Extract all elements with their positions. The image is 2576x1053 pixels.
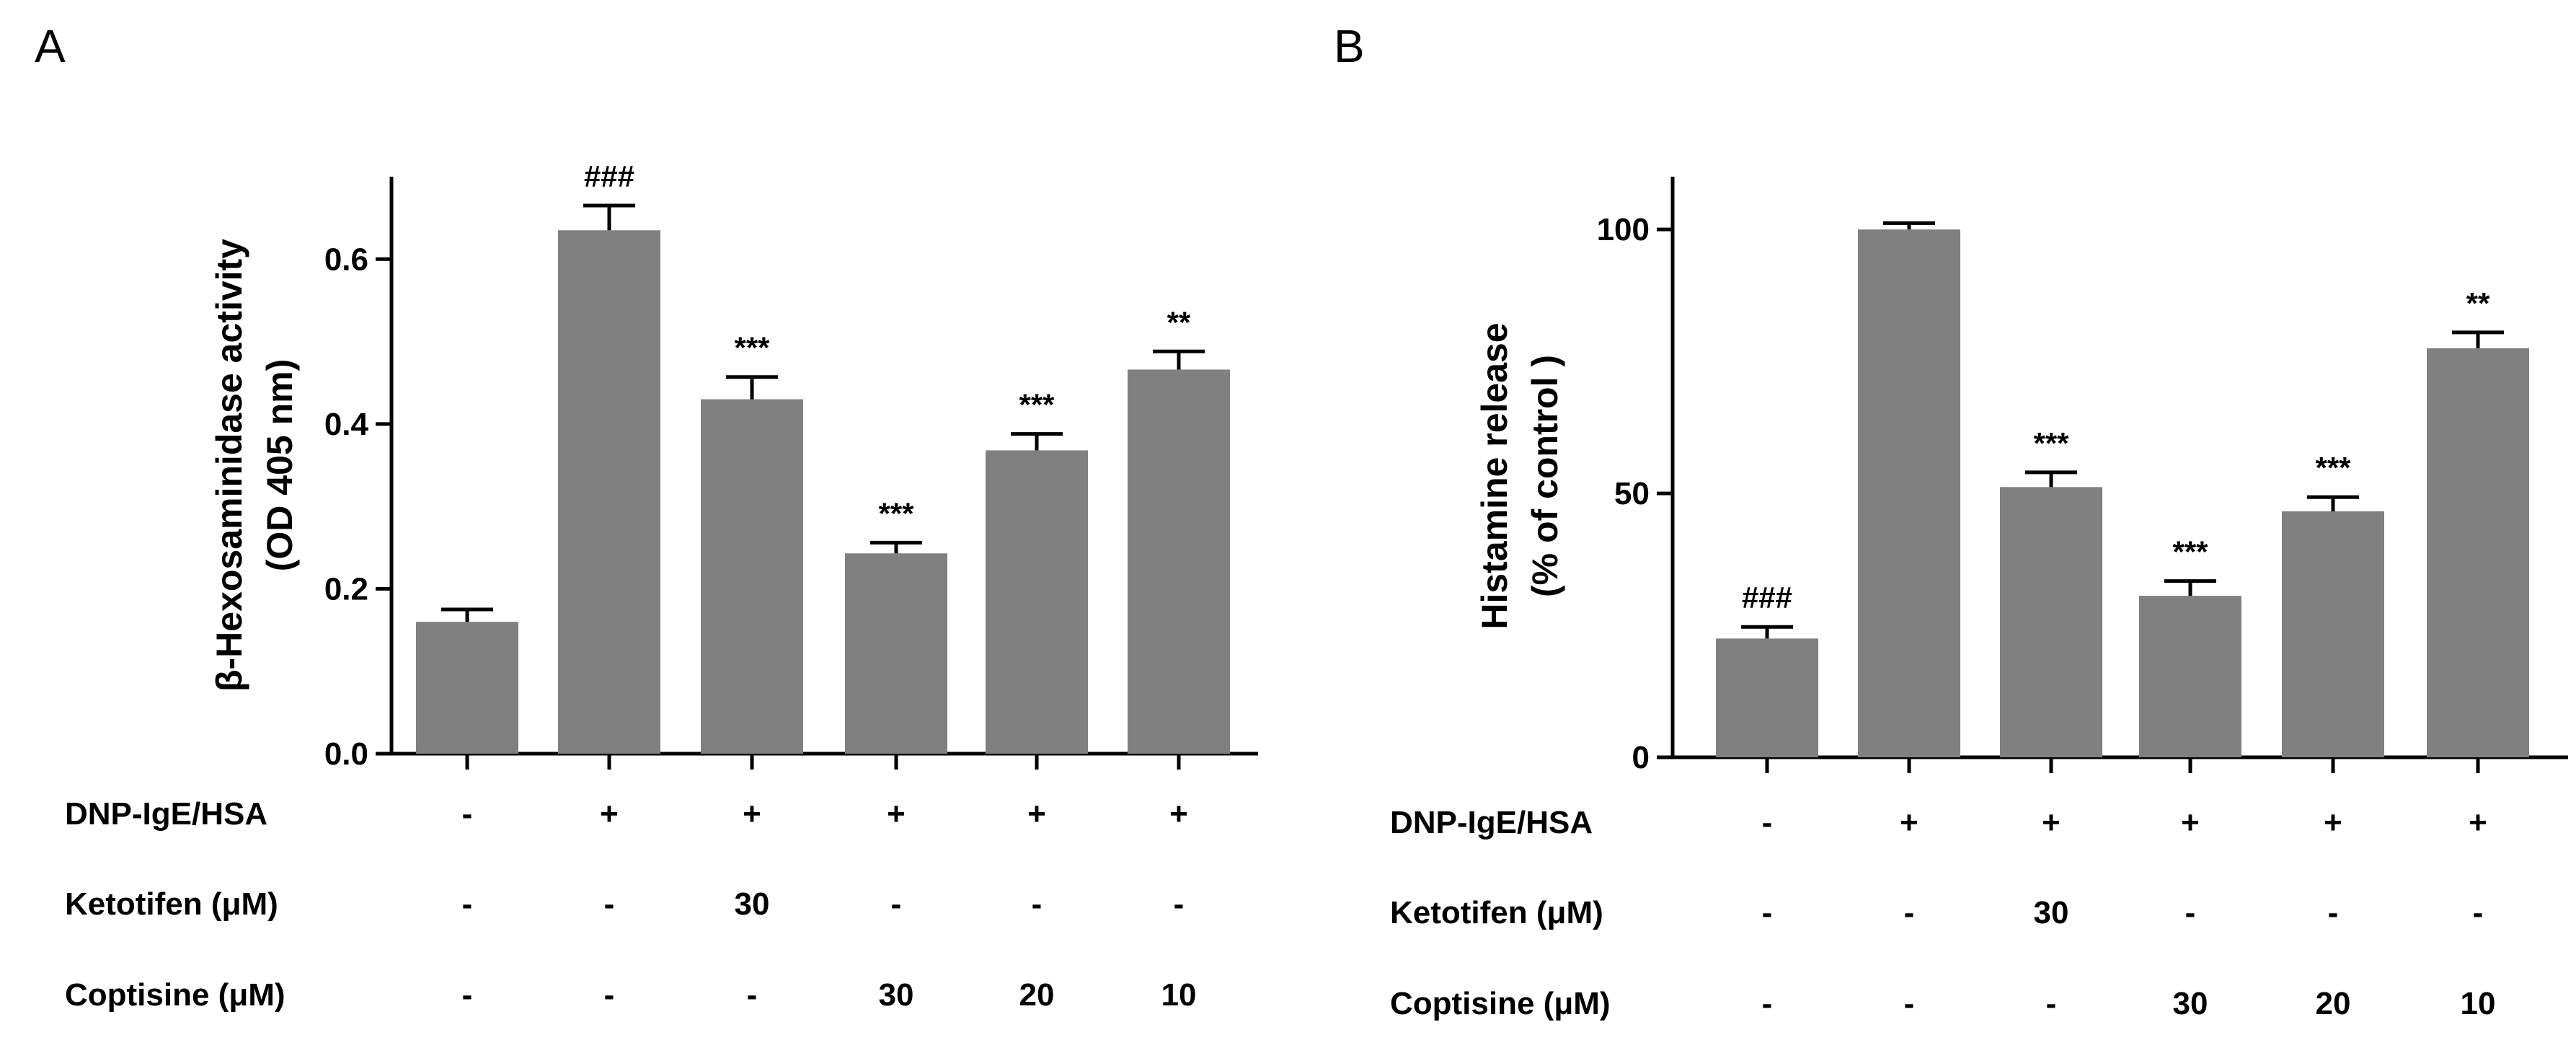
condition-value: + [2042, 805, 2061, 840]
y-axis-label: β-Hexosaminidase activity [209, 239, 249, 692]
significance-mark: *** [2315, 451, 2351, 485]
condition-value: - [604, 977, 615, 1013]
condition-row-label: Coptisine (μM) [65, 977, 286, 1013]
condition-value: - [462, 796, 473, 832]
bar [2282, 511, 2384, 757]
condition-value: + [600, 796, 619, 832]
condition-value: - [2473, 895, 2484, 930]
condition-value: + [2324, 805, 2342, 840]
condition-value: - [2185, 895, 2196, 930]
condition-value: 30 [879, 977, 914, 1013]
condition-value: - [1762, 986, 1773, 1021]
y-axis-label: Histamine release [1474, 322, 1515, 629]
y-tick-label: 0.0 [324, 736, 368, 772]
y-tick-label: 0 [1632, 740, 1650, 775]
condition-value: - [462, 886, 473, 922]
condition-value: 30 [2034, 895, 2069, 930]
bar [701, 399, 803, 754]
condition-value: - [1904, 986, 1915, 1021]
condition-value: - [1762, 805, 1773, 840]
bar [2000, 487, 2102, 757]
condition-value: - [1032, 886, 1043, 922]
condition-value: - [1762, 895, 1773, 930]
y-axis-label: (% of control ) [1525, 355, 1565, 597]
condition-row-label: Coptisine (μM) [1390, 986, 1611, 1021]
y-tick-label: 0.6 [324, 242, 368, 277]
condition-value: + [1027, 796, 1046, 832]
condition-value: + [743, 796, 761, 832]
bar [1858, 229, 1960, 757]
condition-value: - [604, 886, 615, 922]
condition-value: + [2181, 805, 2200, 840]
significance-mark: *** [734, 331, 770, 365]
bar [986, 450, 1088, 754]
condition-row-label: DNP-IgE/HSA [65, 796, 267, 832]
bar [2139, 596, 2241, 757]
condition-value: - [2046, 986, 2057, 1021]
bar [2427, 348, 2529, 757]
condition-value: - [747, 977, 758, 1013]
bar [416, 622, 518, 754]
condition-value: 10 [1161, 977, 1197, 1013]
panel-label: B [1334, 20, 1365, 72]
y-axis-label: (OD 405 nm) [260, 359, 300, 572]
condition-row-label: DNP-IgE/HSA [1390, 805, 1593, 840]
y-tick-label: 0.2 [324, 571, 368, 607]
significance-mark: *** [2172, 535, 2208, 569]
condition-row-label: Ketotifen (μM) [65, 886, 278, 922]
condition-value: - [1904, 895, 1915, 930]
condition-value: 30 [735, 886, 770, 922]
condition-value: + [2469, 805, 2487, 840]
significance-mark: *** [878, 496, 914, 530]
significance-mark: ### [1742, 581, 1792, 614]
condition-value: + [1169, 796, 1188, 832]
panel-b: B 0 50 100 Histamine release (% of control ) #… [1334, 20, 2568, 1021]
bar [1716, 638, 1818, 757]
panel-label: A [35, 20, 66, 72]
bar [1128, 369, 1230, 754]
condition-row-label: Ketotifen (μM) [1390, 895, 1603, 930]
significance-mark: ### [584, 159, 634, 193]
bar [558, 230, 660, 754]
condition-value: 10 [2461, 986, 2496, 1021]
condition-value: 30 [2173, 986, 2208, 1021]
condition-value: 20 [1019, 977, 1055, 1013]
condition-value: + [887, 796, 906, 832]
condition-value: 20 [2316, 986, 2351, 1021]
significance-mark: *** [1019, 388, 1055, 422]
significance-mark: *** [2033, 426, 2069, 460]
condition-value: - [1174, 886, 1185, 922]
condition-value: + [1900, 805, 1918, 840]
y-tick-label: 0.4 [324, 407, 369, 442]
y-tick-label: 50 [1614, 476, 1650, 511]
panel-a: A 0.0 0.2 0.4 0.6 β-Hexosaminidase activity (O… [35, 20, 1258, 1013]
significance-mark: ** [2466, 286, 2490, 320]
significance-mark: ** [1167, 305, 1191, 339]
condition-value: - [891, 886, 902, 922]
y-tick-label: 100 [1597, 212, 1650, 247]
condition-value: - [462, 977, 473, 1013]
bar [845, 553, 947, 754]
condition-value: - [2328, 895, 2339, 930]
